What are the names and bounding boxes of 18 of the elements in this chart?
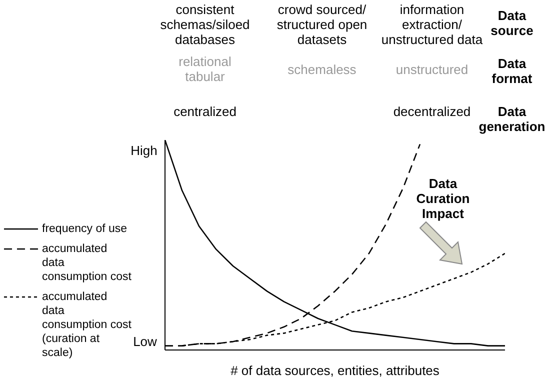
text: Low [132,334,158,349]
text: crowd sourced/ structured open datasets [276,2,368,47]
text: relational tabular [178,54,232,84]
text: consistent schemas/siloed databases [159,2,251,47]
annotation: Data Curation Impact [415,176,471,221]
x-axis-title: # of data sources, entities, attributes [230,363,440,377]
text: Data source [490,8,534,38]
text: Data generation [478,104,546,134]
legend-label: accumulated data consumption cost [42,242,132,284]
text: High [130,143,158,158]
text: schemaless [286,62,358,77]
text: centralized [172,104,238,119]
text: information extraction/ unstructured data [380,2,484,47]
legend-label: accumulated data consumption cost (curation at scale) [42,290,132,360]
text: decentralized [392,104,472,119]
legend-label: frequency of use [42,222,128,236]
text: unstructured [394,62,470,77]
text: Data format [490,56,534,86]
